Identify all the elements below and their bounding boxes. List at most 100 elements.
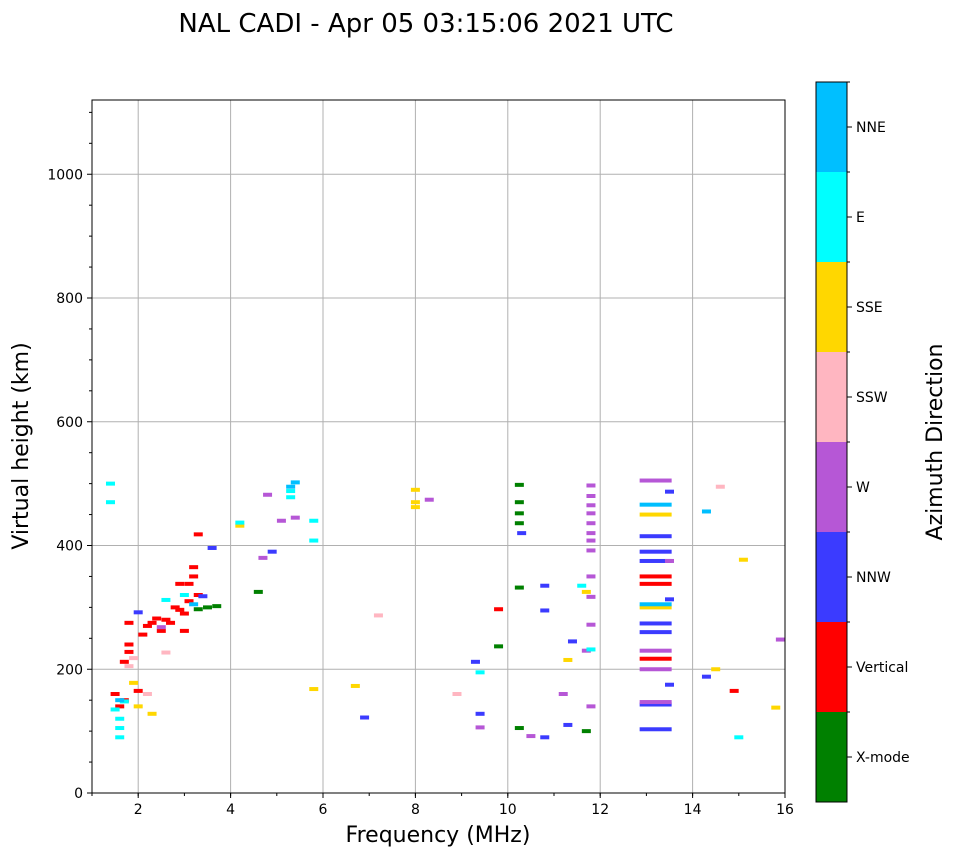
echo-point-x-mode	[514, 726, 524, 731]
echo-point-nnw	[198, 594, 208, 599]
colorbar-label-w: W	[856, 480, 870, 496]
echo-point-vertical	[138, 632, 148, 637]
echo-point-nne	[286, 484, 296, 489]
colorbar-segment	[816, 442, 847, 532]
echo-point-e	[586, 647, 596, 652]
echo-point-e	[161, 597, 171, 602]
echo-point-nnw	[567, 639, 577, 644]
echo-point-nnw	[540, 583, 550, 588]
echo-point-w	[586, 574, 596, 579]
echo-point-vertical	[166, 620, 176, 625]
echo-point-w	[581, 648, 591, 653]
echo-point-sse	[350, 683, 360, 688]
echo-point-vertical	[193, 593, 203, 597]
echo-point-nnw	[639, 727, 672, 732]
echo-point-vertical	[156, 628, 166, 633]
echo-point-vertical	[184, 599, 194, 604]
echo-point-vertical	[124, 642, 134, 647]
echo-point-ssw	[715, 484, 725, 489]
echo-point-nnw	[639, 534, 672, 539]
echo-point-e	[309, 538, 319, 543]
echo-point-e	[286, 489, 296, 494]
colorbar-label: Azimuth Direction	[923, 343, 948, 540]
echo-point-sse	[711, 667, 721, 672]
echo-point-x-mode	[514, 521, 524, 526]
echo-point-w	[639, 700, 672, 705]
echo-point-nne	[701, 509, 711, 514]
echo-point-ssw	[124, 664, 134, 669]
echo-point-nnw	[470, 659, 480, 664]
echo-point-w	[475, 725, 485, 730]
echo-point-x-mode	[514, 482, 524, 487]
echo-point-w	[558, 692, 568, 696]
echo-point-vertical	[115, 704, 125, 709]
grid	[92, 100, 786, 794]
echo-point-nnw	[360, 715, 370, 720]
x-tick-label: 16	[776, 802, 794, 818]
echo-point-sse	[309, 687, 319, 692]
colorbar-segment	[816, 622, 847, 712]
echo-point-x-mode	[212, 604, 222, 609]
echo-point-vertical	[639, 574, 672, 579]
echo-point-sse	[410, 505, 420, 510]
echo-point-x-mode	[203, 605, 212, 610]
echo-point-e	[115, 735, 125, 740]
echo-point-nnw	[639, 702, 672, 707]
echo-point-ssw	[129, 656, 139, 661]
echo-point-nnw	[540, 608, 550, 613]
echo-point-sse	[133, 704, 143, 709]
x-tick-label: 4	[226, 802, 235, 818]
echo-point-sse	[639, 605, 672, 610]
echo-point-x-mode	[514, 585, 524, 590]
x-tick-label: 2	[134, 802, 143, 818]
echo-point-nne	[189, 602, 199, 607]
echo-point-w	[586, 521, 596, 526]
echo-point-ssw	[373, 613, 383, 618]
echo-point-e	[119, 699, 129, 704]
echo-point-nnw	[639, 549, 672, 554]
echo-point-nnw	[639, 630, 672, 635]
y-tick-label: 400	[56, 539, 83, 555]
y-tick-label: 800	[56, 291, 83, 307]
echo-point-w	[586, 704, 596, 709]
echo-point-sse	[771, 705, 781, 710]
echo-point-sse	[147, 711, 157, 716]
x-tick-label: 8	[411, 802, 420, 818]
echo-point-w	[258, 555, 268, 560]
echo-point-vertical	[175, 607, 185, 612]
colorbar-label-x-mode: X-mode	[856, 750, 910, 766]
colorbar-segment	[816, 262, 847, 352]
colorbar-label-e: E	[856, 210, 865, 226]
colorbar-label-ssw: SSW	[856, 390, 888, 406]
echo-point-sse	[563, 657, 573, 662]
echo-point-e	[115, 726, 125, 731]
y-tick-label: 0	[74, 786, 83, 802]
echo-point-w	[665, 558, 674, 563]
echo-point-nnw	[475, 711, 485, 716]
echo-point-sse	[235, 523, 245, 528]
echo-point-vertical	[179, 611, 189, 616]
echo-point-sse	[639, 512, 672, 517]
echo-point-w	[586, 594, 596, 599]
echo-point-x-mode	[514, 511, 524, 516]
echo-point-e	[105, 481, 115, 486]
x-tick-label: 6	[319, 802, 328, 818]
echo-point-nnw	[639, 621, 672, 626]
echo-point-w	[639, 478, 672, 483]
echo-point-vertical	[189, 565, 199, 570]
echo-point-e	[110, 707, 120, 712]
echo-point-vertical	[175, 581, 185, 586]
echo-point-vertical	[119, 659, 129, 664]
echo-point-vertical	[494, 607, 504, 612]
echo-point-nnw	[665, 682, 674, 687]
echo-point-nnw	[639, 558, 672, 563]
axis-ticks: 2 4 6 8 10 12 14 16 0 200 400 600 800 1000	[47, 111, 794, 818]
echo-point-vertical	[110, 692, 120, 696]
echo-point-w	[424, 497, 434, 502]
echo-point-nnw	[665, 489, 674, 494]
echo-point-vertical	[639, 656, 672, 661]
echo-point-x-mode	[514, 500, 524, 505]
echo-point-w	[586, 483, 596, 488]
echo-point-vertical	[161, 617, 171, 622]
